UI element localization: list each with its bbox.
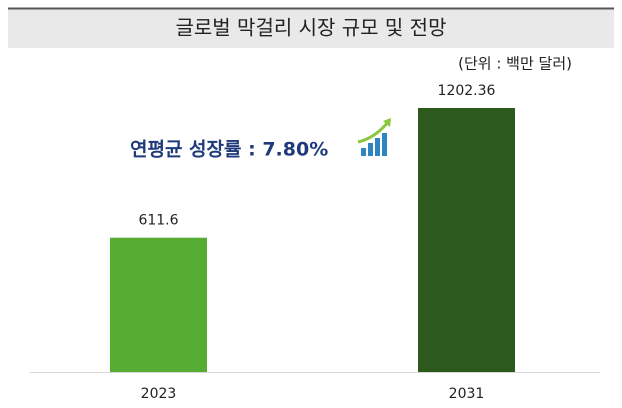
annotation: 연평균 성장률 : 7.80% bbox=[130, 139, 328, 161]
bar bbox=[110, 237, 207, 372]
x-tick-label: 2023 bbox=[141, 386, 177, 402]
unit-label: (단위 : 백만 달러) bbox=[458, 55, 572, 73]
growth-icon bbox=[357, 118, 391, 156]
title-band bbox=[8, 8, 614, 48]
bar bbox=[418, 108, 515, 372]
data-label: 1202.36 bbox=[438, 83, 496, 99]
data-label: 611.6 bbox=[138, 213, 178, 229]
x-tick-label: 2031 bbox=[449, 386, 485, 402]
chart-title: 글로벌 막걸리 시장 규모 및 전망 bbox=[176, 16, 447, 40]
